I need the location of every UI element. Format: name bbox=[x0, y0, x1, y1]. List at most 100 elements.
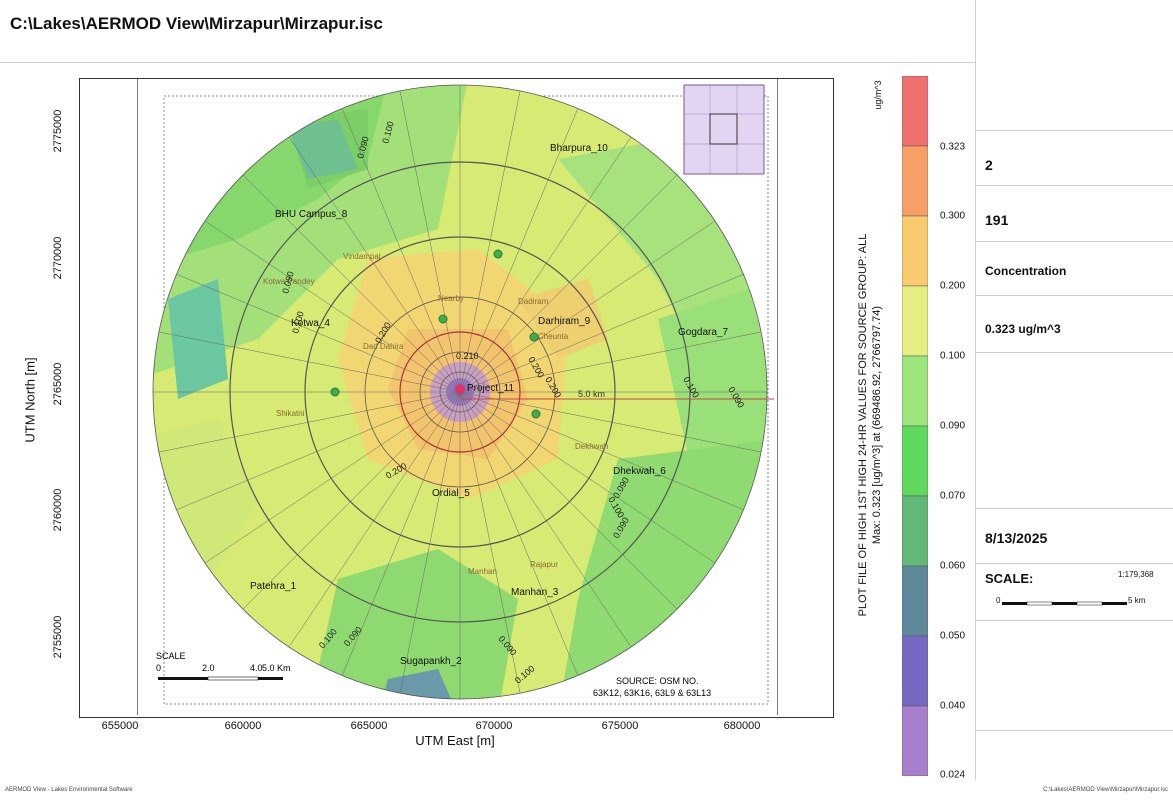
receptors-value: 191 bbox=[985, 212, 1009, 228]
panel-divider bbox=[976, 563, 1173, 564]
legend-swatch bbox=[902, 285, 928, 357]
panel-divider bbox=[976, 352, 1173, 353]
panel-divider bbox=[976, 295, 1173, 296]
x-tick: 665000 bbox=[350, 720, 388, 732]
svg-text:2.0: 2.0 bbox=[202, 663, 215, 673]
panel-divider bbox=[976, 241, 1173, 242]
x-tick: 680000 bbox=[723, 720, 761, 732]
legend-colorbar bbox=[902, 76, 928, 776]
legend-unit: ug/m^3 bbox=[873, 80, 883, 110]
footer-left: AERMOD View - Lakes Environmental Softwa… bbox=[5, 787, 133, 793]
contour-fill bbox=[153, 85, 767, 699]
legend-swatch bbox=[902, 215, 928, 287]
y-tick: 2770000 bbox=[52, 236, 64, 280]
panel-divider bbox=[976, 130, 1173, 131]
x-axis-label: UTM East [m] bbox=[415, 733, 495, 748]
place-label: Bharpura_10 bbox=[550, 143, 608, 154]
svg-text:Dekhwah: Dekhwah bbox=[575, 442, 608, 451]
x-tick: 660000 bbox=[224, 720, 262, 732]
max-concentration: 0.323 ug/m^3 bbox=[985, 322, 1061, 336]
legend-level: 0.060 bbox=[940, 560, 966, 572]
place-label: Sugapankh_2 bbox=[400, 656, 462, 667]
y-tick: 2760000 bbox=[52, 488, 64, 532]
overview-inset bbox=[683, 84, 765, 175]
x-tick: 675000 bbox=[601, 720, 639, 732]
plot-area: Bharpura_10 BHU Campus_8 Kotwa_4 Darhira… bbox=[137, 79, 778, 715]
legend-swatch bbox=[902, 495, 928, 567]
place-label: Darhiram_9 bbox=[538, 316, 591, 327]
svg-text:Manhan: Manhan bbox=[468, 567, 497, 576]
svg-text:5.0 Km: 5.0 Km bbox=[262, 663, 291, 673]
output-type: Concentration bbox=[985, 264, 1067, 278]
contour-map[interactable]: Bharpura_10 BHU Campus_8 Kotwa_4 Darhira… bbox=[138, 79, 777, 715]
panel-divider bbox=[976, 730, 1173, 731]
x-tick: 670000 bbox=[475, 720, 513, 732]
legend-swatch bbox=[902, 565, 928, 637]
place-label: Ordial_5 bbox=[432, 488, 470, 499]
svg-text:0: 0 bbox=[156, 663, 161, 673]
scale-bar bbox=[1002, 601, 1127, 606]
panel-divider bbox=[976, 620, 1173, 621]
svg-text:4.0: 4.0 bbox=[250, 663, 263, 673]
legend-level: 0.100 bbox=[940, 350, 966, 362]
legend-level: 0.040 bbox=[940, 700, 966, 712]
run-date: 8/13/2025 bbox=[985, 530, 1048, 546]
svg-text:Cheunta: Cheunta bbox=[538, 332, 569, 341]
document-title: C:\Lakes\AERMOD View\Mirzapur\Mirzapur.i… bbox=[10, 14, 383, 33]
place-label: Patehra_1 bbox=[250, 581, 297, 592]
x-tick: 655000 bbox=[101, 720, 139, 732]
svg-text:0.210: 0.210 bbox=[456, 351, 479, 361]
panel-divider bbox=[975, 0, 976, 780]
svg-text:Dadiram: Dadiram bbox=[518, 297, 549, 306]
max-value-line: Max: 0.323 [ug/m^3] at (669486.92, 27667… bbox=[871, 305, 883, 545]
legend-level: 0.200 bbox=[940, 280, 966, 292]
legend-swatch bbox=[902, 635, 928, 707]
panel-divider bbox=[976, 185, 1173, 186]
svg-text:Shikatni: Shikatni bbox=[276, 409, 305, 418]
source-marker bbox=[455, 384, 465, 394]
y-tick: 2775000 bbox=[52, 109, 64, 153]
legend-level: 0.300 bbox=[940, 210, 966, 222]
svg-text:Dad Dahira: Dad Dahira bbox=[363, 342, 404, 351]
footer-right: C:\Lakes\AERMOD View\Mirzapur\Mirzapur.i… bbox=[1043, 787, 1168, 793]
inset-highlight bbox=[709, 113, 738, 145]
svg-text:Rajapur: Rajapur bbox=[530, 560, 558, 569]
basemap-labels: Kotwa Pandey Vindampal Nearby Dadiram Ch… bbox=[263, 252, 608, 576]
panel-divider bbox=[976, 508, 1173, 509]
legend-level: 0.050 bbox=[940, 630, 966, 642]
map-frame bbox=[79, 78, 834, 718]
svg-text:SCALE: SCALE bbox=[156, 651, 186, 661]
legend-level: 0.323 bbox=[940, 141, 966, 153]
legend-level: 0.024 bbox=[940, 769, 966, 781]
place-labels: Bharpura_10 BHU Campus_8 Kotwa_4 Darhira… bbox=[250, 143, 728, 667]
legend-level: 0.090 bbox=[940, 420, 966, 432]
place-label: BHU Campus_8 bbox=[275, 209, 348, 220]
place-label: Project_11 bbox=[467, 383, 515, 394]
legend-swatch bbox=[902, 76, 928, 147]
discrete-receptors bbox=[330, 249, 541, 419]
y-axis-label: UTM North [m] bbox=[22, 357, 38, 443]
place-label: Kotwa_4 bbox=[291, 318, 330, 329]
legend-swatch bbox=[902, 425, 928, 497]
map-scale: SCALE 0 2.0 4.0 5.0 Km bbox=[156, 651, 291, 681]
place-label: Dhekwah_6 bbox=[613, 466, 666, 477]
ring-label: 5.0 km bbox=[578, 389, 605, 399]
legend-swatch bbox=[902, 705, 928, 776]
place-label: Manhan_3 bbox=[511, 587, 559, 598]
svg-text:Vindampal: Vindampal bbox=[343, 252, 381, 261]
y-tick: 2765000 bbox=[52, 362, 64, 406]
svg-text:Kotwa Pandey: Kotwa Pandey bbox=[263, 277, 315, 286]
scale-ratio: 1:179,368 bbox=[1118, 570, 1154, 579]
y-tick: 2755000 bbox=[52, 615, 64, 659]
scale-zero: 0 bbox=[996, 596, 1001, 605]
scale-km: 5 km bbox=[1128, 596, 1146, 605]
source-text: SOURCE: OSM NO. bbox=[616, 676, 699, 686]
legend-swatch bbox=[902, 145, 928, 217]
plot-title: PLOT FILE OF HIGH 1ST HIGH 24-HR VALUES … bbox=[857, 233, 883, 617]
header-divider bbox=[0, 62, 975, 63]
place-label: Gogdara_7 bbox=[678, 327, 728, 338]
source-sheets: 63K12, 63K16, 63L9 & 63L13 bbox=[593, 688, 711, 698]
sources-value: 2 bbox=[985, 157, 993, 173]
legend-level: 0.070 bbox=[940, 490, 966, 502]
legend-swatch bbox=[902, 355, 928, 427]
